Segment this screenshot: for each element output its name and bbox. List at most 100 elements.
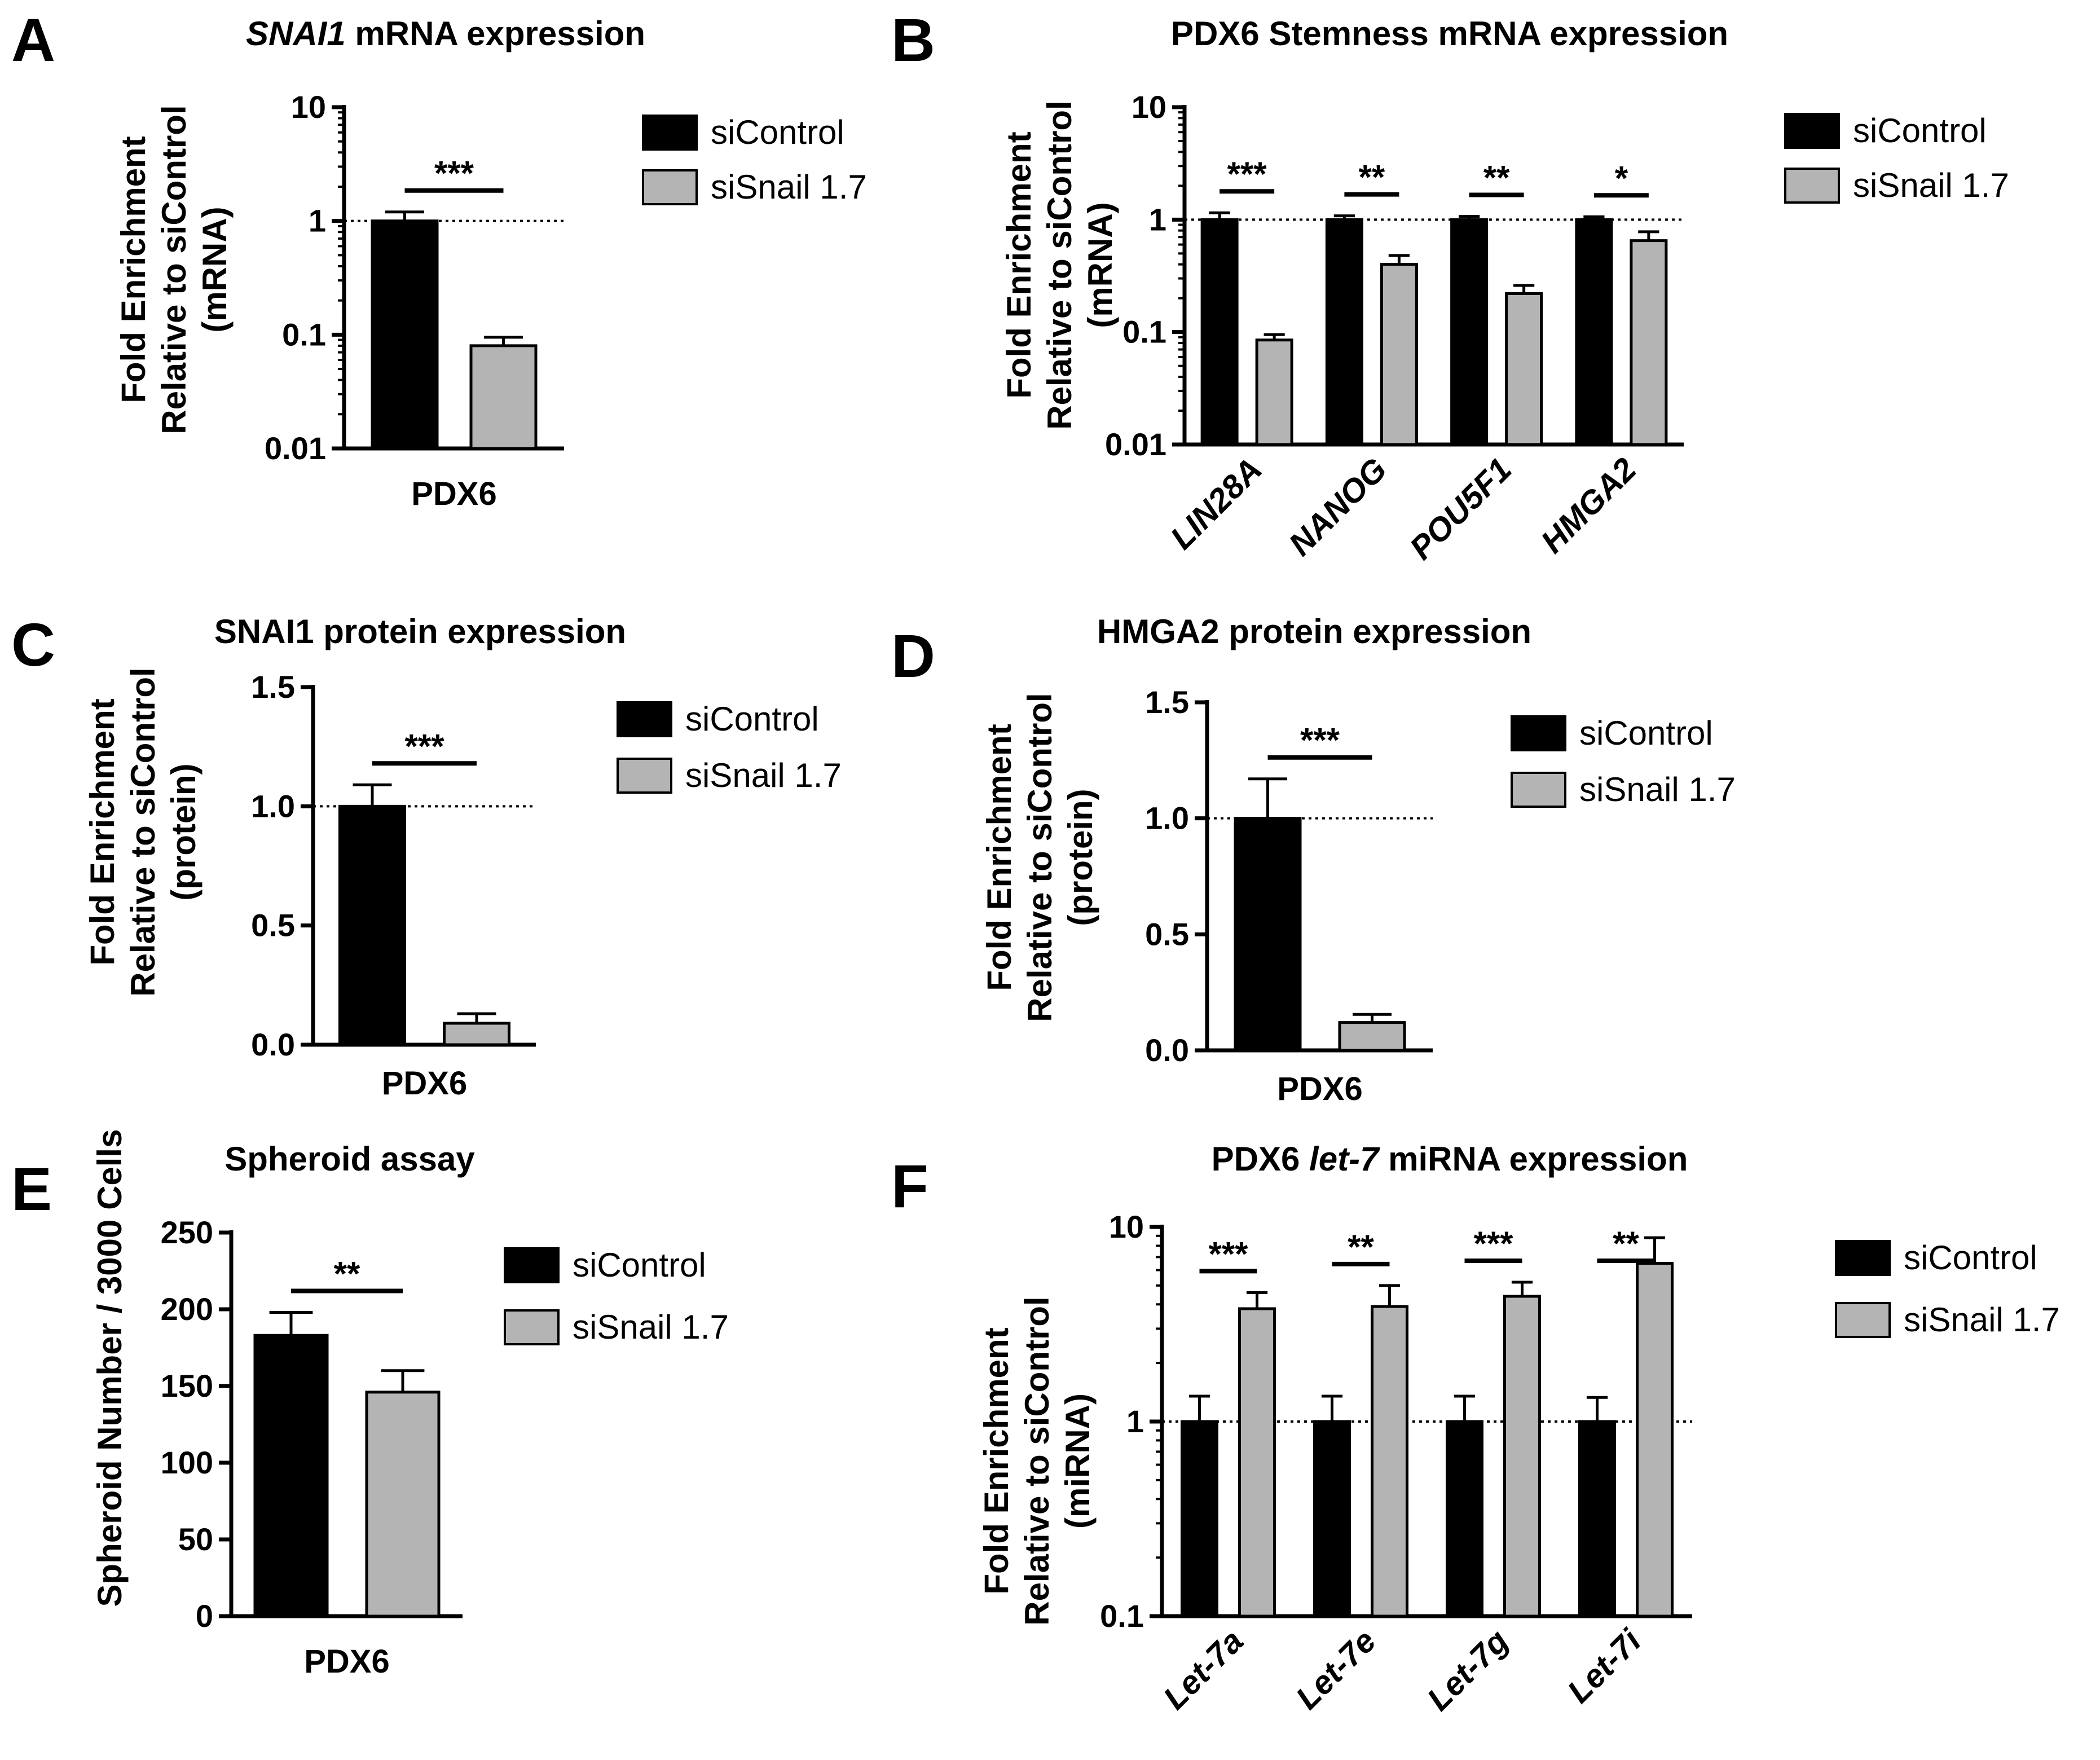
bar-sisnail (1630, 239, 1668, 446)
significance-label: ** (334, 1255, 360, 1292)
y-tick-label: 0.5 (251, 908, 295, 943)
y-tick-label: 1.0 (251, 788, 295, 824)
bar-sisnail (1380, 263, 1418, 446)
panel-letter: C (11, 610, 55, 679)
x-tick-label: PDX6 (382, 1065, 468, 1102)
panel-letter: E (11, 1155, 52, 1223)
y-tick-label: 0.0 (1145, 1032, 1189, 1068)
y-tick-label: 1 (1149, 201, 1166, 237)
bar-sicontrol (1446, 1420, 1483, 1618)
bar-sisnail (469, 344, 538, 450)
bar-sicontrol (1578, 1420, 1616, 1618)
legend-swatch (642, 115, 698, 151)
x-tick-label: NANOG (1282, 451, 1394, 563)
title-part: SNAI1 protein expression (214, 613, 626, 650)
significance-label: *** (1300, 721, 1340, 759)
y-tick-label: 0.1 (1100, 1598, 1144, 1634)
chart-title: HMGA2 protein expression (1097, 613, 1531, 650)
legend-swatch (617, 701, 672, 737)
title-italic-part: let-7 (1309, 1140, 1380, 1178)
y-tick-label: 50 (178, 1521, 213, 1557)
bar-sisnail (1255, 338, 1293, 446)
y-tick-label: 10 (1132, 89, 1166, 125)
bar-sisnail (1238, 1307, 1276, 1618)
y-tick-label: 0.1 (282, 316, 326, 352)
bar-sisnail (1503, 1295, 1541, 1618)
legend-swatch (1835, 1240, 1891, 1276)
y-axis-label-line: (mRNA) (196, 206, 234, 332)
bar-sicontrol (1181, 1420, 1218, 1618)
y-axis-label-line: Relative to siControl (155, 105, 193, 434)
panel-e: E Spheroid assay Spheroid Number / 3000 Ce… (11, 1129, 729, 1680)
y-tick-label: 1 (1126, 1403, 1144, 1439)
title-part: PDX6 Stemness mRNA expression (1171, 15, 1728, 52)
x-tick-label: Let-7e (1289, 1622, 1383, 1717)
significance-label: *** (1208, 1235, 1248, 1273)
bar-sicontrol (1200, 218, 1239, 446)
significance-label: ** (1483, 159, 1510, 196)
y-axis-label: Fold EnrichmentRelative to siControl(pro… (83, 667, 202, 996)
y-tick-label: 0.5 (1145, 916, 1189, 952)
y-axis-label-line: Fold Enrichment (83, 698, 121, 965)
panel-letter: B (891, 6, 935, 74)
y-tick-label: 250 (161, 1215, 213, 1250)
y-axis-label: Fold EnrichmentRelative to siControl(miR… (978, 1296, 1097, 1625)
y-tick-label: 10 (291, 89, 326, 125)
y-axis-label: Fold EnrichmentRelative to siControl(pro… (980, 693, 1099, 1022)
chart-title: Spheroid assay (224, 1140, 475, 1178)
legend-swatch (1511, 772, 1566, 808)
title-italic-part: SNAI1 (246, 15, 346, 52)
y-axis-label-line: (miRNA) (1059, 1393, 1097, 1529)
panel-b: B PDX6 Stemness mRNA expression Fold Enric… (891, 6, 2009, 567)
significance-label: *** (1227, 155, 1267, 193)
y-tick-label: 1.5 (1145, 684, 1189, 720)
bar-sisnail (1636, 1262, 1674, 1618)
legend-label: siControl (685, 700, 819, 738)
legend-label: siControl (711, 113, 844, 151)
panel-letter: A (11, 6, 55, 74)
y-axis-label-line: Relative to siControl (1021, 693, 1059, 1022)
chart-title: SNAI1 mRNA expression (246, 15, 645, 52)
panel-a: A SNAI1 mRNA expression Fold EnrichmentRel… (11, 6, 867, 512)
legend-label: siSnail 1.7 (1579, 771, 1736, 808)
y-tick-label: 10 (1109, 1209, 1144, 1244)
legend-label: siControl (1853, 112, 1987, 149)
legend-swatch (1511, 715, 1566, 751)
y-axis-label-line: (protein) (165, 763, 202, 900)
bar-sicontrol (338, 804, 406, 1046)
bar-sisnail (1505, 292, 1543, 446)
panel-letter: F (891, 1152, 928, 1220)
title-part: Spheroid assay (224, 1140, 475, 1178)
y-tick-label: 0.01 (265, 430, 326, 466)
y-axis-label-line: Fold Enrichment (115, 136, 152, 403)
legend-swatch (617, 758, 672, 794)
bar-sisnail (365, 1391, 441, 1618)
y-tick-label: 200 (161, 1291, 213, 1327)
chart-title: PDX6 Stemness mRNA expression (1171, 15, 1728, 52)
x-tick-label: LIN28A (1164, 451, 1269, 556)
significance-label: *** (1473, 1225, 1513, 1262)
legend-label: siSnail 1.7 (1853, 166, 2009, 204)
legend-swatch (1835, 1302, 1891, 1338)
y-axis-label-line: Relative to siControl (124, 667, 162, 996)
x-tick-label: Let-7i (1560, 1622, 1649, 1710)
y-tick-label: 0.0 (251, 1027, 295, 1062)
legend-swatch (504, 1309, 560, 1345)
y-tick-label: 0.1 (1122, 314, 1166, 350)
significance-label: *** (434, 155, 474, 192)
bar-sicontrol (1313, 1420, 1351, 1618)
bar-sisnail (1338, 1021, 1406, 1052)
significance-label: * (1615, 159, 1628, 197)
significance-label: ** (1613, 1225, 1639, 1262)
x-tick-label: Let-7a (1156, 1622, 1251, 1717)
x-tick-label: HMGA2 (1534, 451, 1643, 560)
panel-letter: D (891, 622, 935, 690)
significance-label: ** (1359, 159, 1385, 196)
y-axis-label-line: Fold Enrichment (980, 724, 1018, 991)
y-tick-label: 1.5 (251, 669, 295, 705)
y-axis-label-line: Spheroid Number / 3000 Cells (91, 1129, 129, 1607)
y-tick-label: 0.01 (1105, 426, 1166, 462)
bar-sicontrol (371, 219, 439, 450)
y-tick-label: 1.0 (1145, 800, 1189, 836)
